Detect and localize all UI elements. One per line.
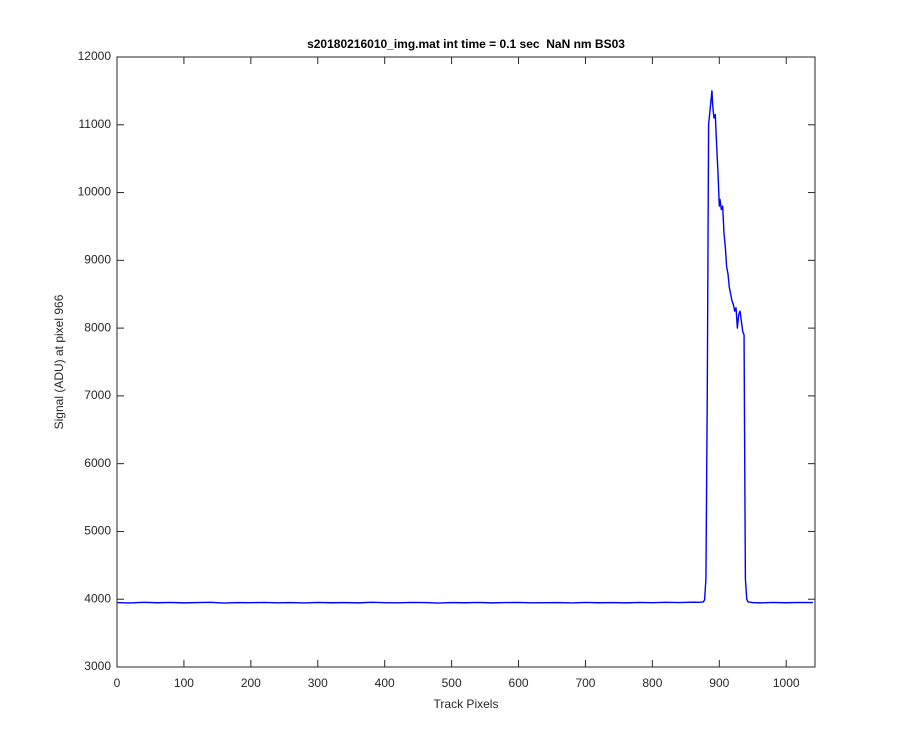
y-axis-label: Signal (ADU) at pixel 966	[52, 294, 66, 429]
x-tick-label: 300	[308, 676, 328, 690]
chart-title: s20180216010_img.mat int time = 0.1 sec …	[307, 37, 625, 51]
plot-frame	[116, 56, 816, 668]
y-tick-label: 12000	[78, 49, 112, 63]
x-tick-label: 200	[241, 676, 261, 690]
x-tick-label: 900	[709, 676, 729, 690]
y-tick-label: 10000	[78, 185, 112, 199]
data-line	[116, 90, 814, 604]
x-tick-label: 800	[642, 676, 662, 690]
x-tick-label: 600	[509, 676, 529, 690]
y-tick-label: 11000	[79, 117, 112, 131]
y-tick-label: 4000	[84, 591, 111, 605]
x-tick-label: 0	[114, 676, 121, 690]
x-axis-label: Track Pixels	[434, 697, 499, 711]
x-tick-label: 400	[375, 676, 395, 690]
y-tick-label: 8000	[84, 320, 111, 334]
y-tick-label: 6000	[84, 456, 111, 470]
x-tick-label: 100	[174, 676, 194, 690]
x-tick-label: 1000	[773, 676, 800, 690]
y-tick-label: 9000	[84, 253, 111, 267]
y-tick-label: 5000	[84, 524, 111, 538]
y-tick-label: 3000	[84, 659, 111, 673]
y-tick-label: 7000	[84, 388, 111, 402]
x-tick-label: 500	[442, 676, 462, 690]
x-tick-label: 700	[575, 676, 595, 690]
